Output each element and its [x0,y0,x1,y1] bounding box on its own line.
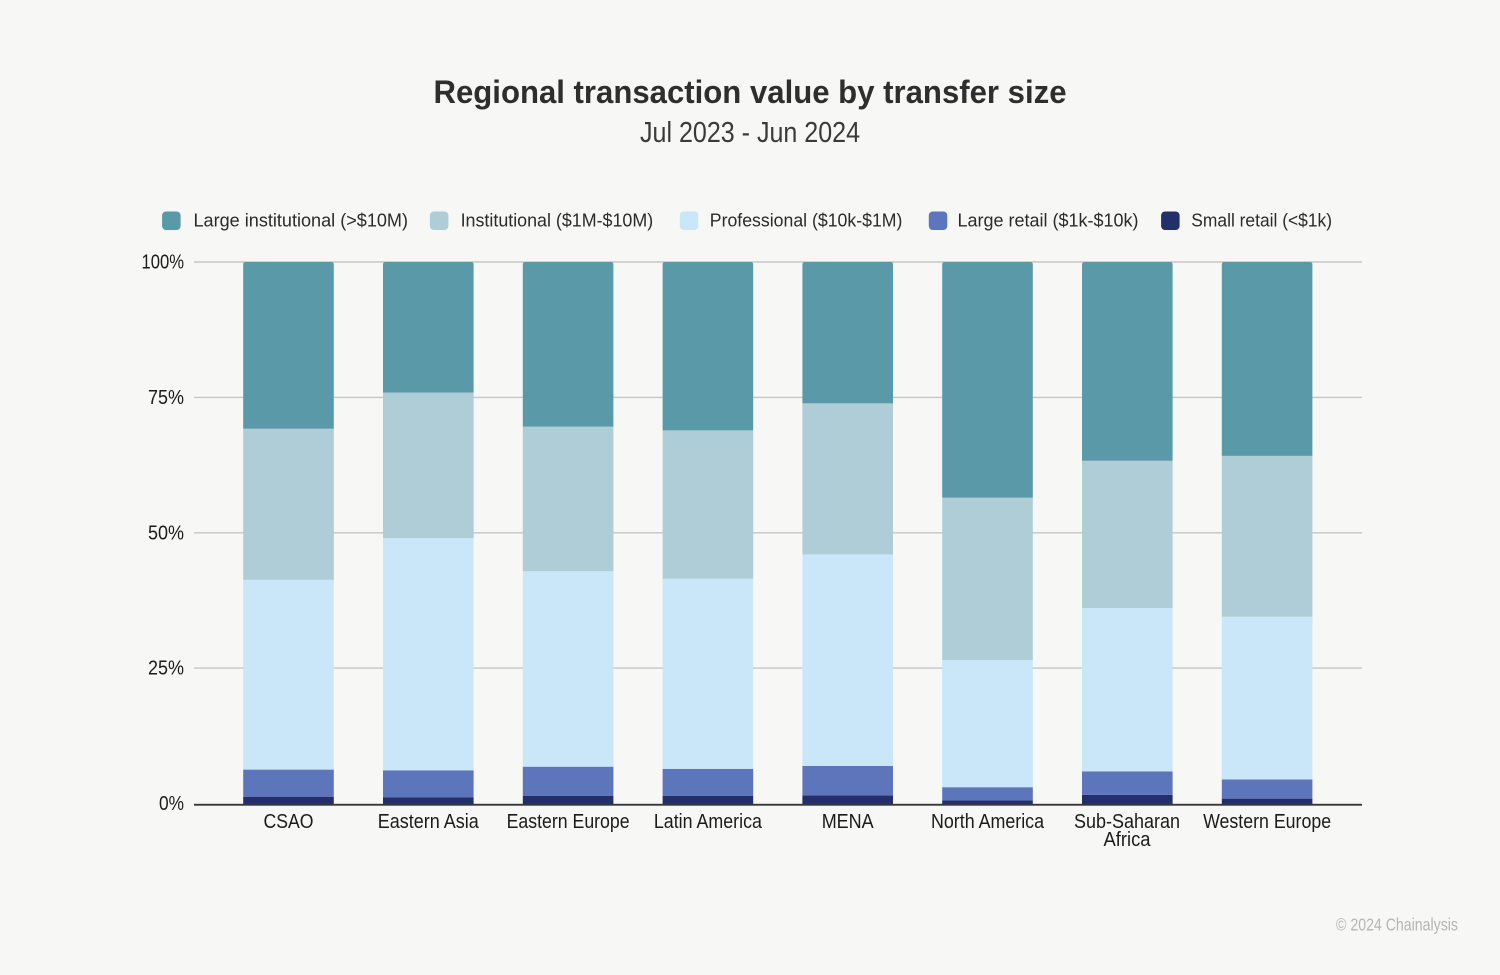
svg-text:Professional ($10k-$1M): Professional ($10k-$1M) [710,210,903,231]
svg-text:Eastern Europe: Eastern Europe [507,811,630,833]
svg-text:Western Europe: Western Europe [1203,811,1331,833]
svg-text:Jul 2023 - Jun 2024: Jul 2023 - Jun 2024 [640,117,860,149]
svg-text:MENA: MENA [822,811,875,833]
svg-text:Latin America: Latin America [654,811,763,833]
svg-text:Large retail ($1k-$10k): Large retail ($1k-$10k) [958,210,1139,231]
svg-text:25%: 25% [148,658,184,680]
svg-text:© 2024 Chainalysis: © 2024 Chainalysis [1336,915,1458,935]
svg-text:Africa: Africa [1104,829,1152,851]
svg-text:75%: 75% [148,387,184,409]
svg-text:Sub-Saharan: Sub-Saharan [1074,811,1180,833]
svg-text:0%: 0% [159,793,184,815]
svg-text:North America: North America [931,811,1045,833]
svg-text:Large institutional (>$10M): Large institutional (>$10M) [194,210,409,231]
svg-text:CSAO: CSAO [264,811,314,833]
svg-text:Eastern Asia: Eastern Asia [378,811,480,833]
svg-text:Institutional ($1M-$10M): Institutional ($1M-$10M) [461,210,654,231]
svg-text:100%: 100% [142,252,185,274]
svg-text:Small retail (<$1k): Small retail (<$1k) [1191,210,1332,231]
svg-text:50%: 50% [148,522,184,544]
svg-text:Regional transaction value by: Regional transaction value by transfer s… [434,74,1067,110]
